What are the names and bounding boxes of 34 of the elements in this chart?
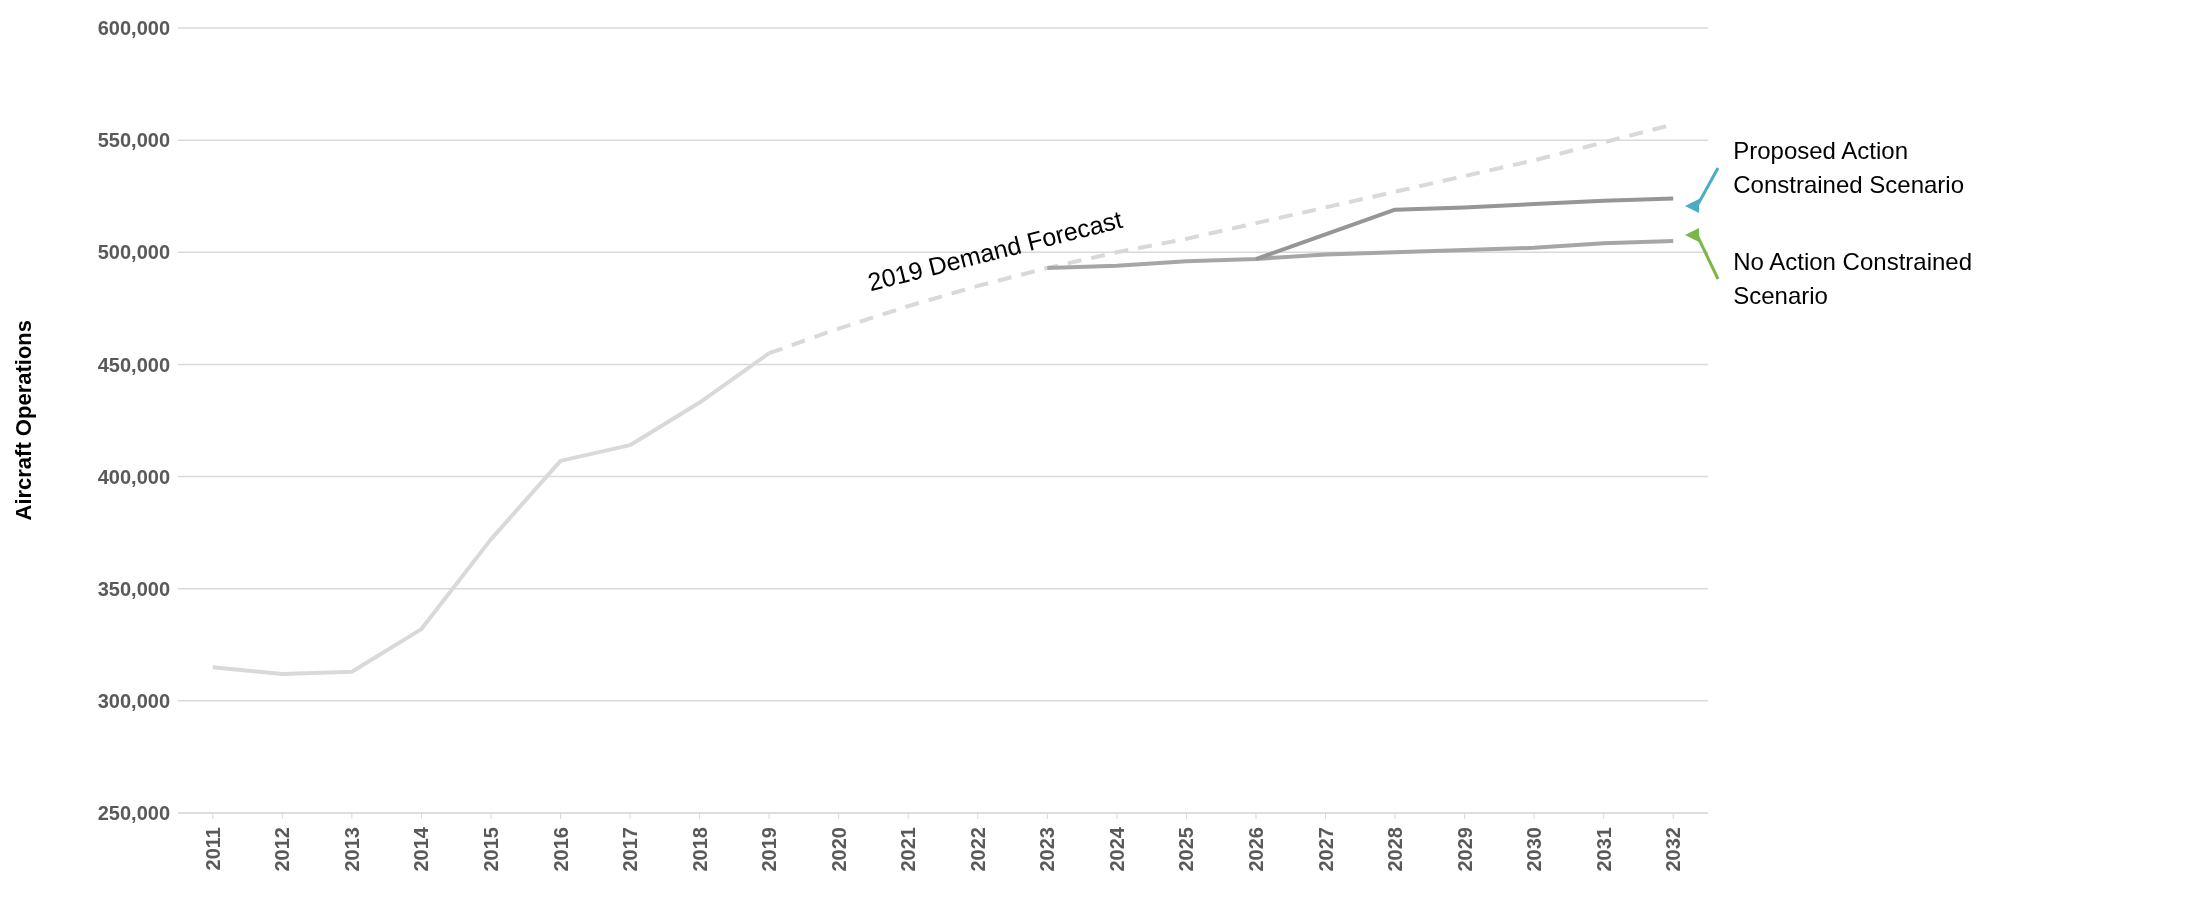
x-tick-label: 2014 xyxy=(410,826,433,872)
x-tick-label: 2027 xyxy=(1314,827,1337,872)
x-tick-label: 2030 xyxy=(1523,827,1546,872)
text: Proposed Action Constrained Scenario xyxy=(1733,136,1966,201)
y-tick-label: 400,000 xyxy=(97,465,170,488)
x-tick-label: 2015 xyxy=(479,827,502,872)
x-tick-label: 2011 xyxy=(201,827,224,871)
x-tick-label: 2023 xyxy=(1036,827,1059,872)
x-tick-label: 2016 xyxy=(549,827,572,872)
x-tick-label: 2017 xyxy=(619,827,642,872)
x-tick-label: 2032 xyxy=(1662,827,1685,872)
y-tick-label: 450,000 xyxy=(97,353,170,376)
y-tick-label: 550,000 xyxy=(97,129,170,152)
x-tick-label: 2021 xyxy=(897,827,920,872)
y-tick-label: 500,000 xyxy=(97,241,170,264)
y-axis-title: Aircraft Operations xyxy=(10,320,36,521)
y-tick-label: 300,000 xyxy=(97,689,170,712)
x-tick-label: 2024 xyxy=(1105,826,1128,872)
text: 2019 Demand Forecast xyxy=(864,205,1126,298)
x-tick-label: 2018 xyxy=(688,827,711,872)
y-tick-label: 600,000 xyxy=(97,17,170,40)
x-tick-label: 2022 xyxy=(966,827,989,872)
x-tick-label: 2025 xyxy=(1175,827,1198,872)
x-tick-label: 2019 xyxy=(758,827,781,872)
x-tick-label: 2028 xyxy=(1384,827,1407,872)
y-tick-label: 250,000 xyxy=(97,802,170,825)
x-tick-label: 2013 xyxy=(340,827,363,872)
x-tick-label: 2012 xyxy=(271,827,294,872)
text: No Action Constrained Scenario xyxy=(1733,247,1974,312)
y-tick-label: 350,000 xyxy=(97,577,170,600)
x-tick-label: 2020 xyxy=(827,827,850,872)
x-tick-label: 2029 xyxy=(1453,827,1476,872)
x-tick-label: 2031 xyxy=(1592,827,1615,872)
x-tick-label: 2026 xyxy=(1244,827,1267,872)
